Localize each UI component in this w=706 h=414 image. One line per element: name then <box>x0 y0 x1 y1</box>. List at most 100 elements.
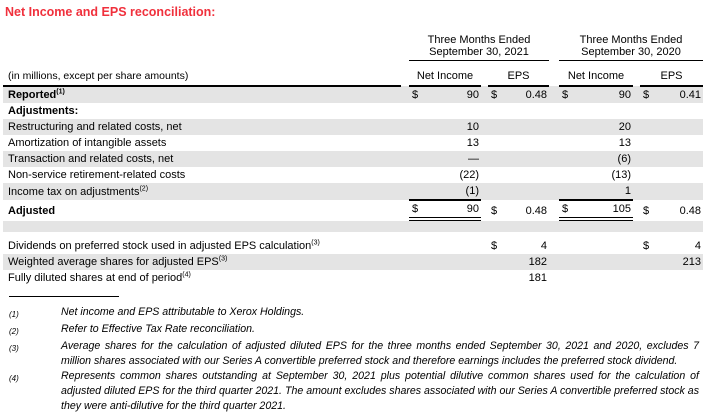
spacer-cell <box>549 70 559 86</box>
value-cell: 0.48 <box>679 204 701 217</box>
group-header-2020: Three Months Ended September 30, 2020 <box>559 34 703 61</box>
row-restructuring: Restructuring and related costs, net 10 … <box>3 118 703 135</box>
spacer-cell <box>401 103 703 119</box>
value-cell <box>575 253 633 270</box>
currency-cell <box>559 238 575 254</box>
footnote-ref: (3) <box>311 238 320 246</box>
row-label: Income tax on adjustments(2) <box>3 182 401 200</box>
value-cell <box>504 135 549 151</box>
group-header-2021-line2: September 30, 2021 <box>429 46 529 58</box>
spacer-cell <box>633 182 640 200</box>
page-title: Net Income and EPS reconciliation: <box>5 5 216 19</box>
value-cell <box>425 238 481 254</box>
spacer-cell <box>401 118 409 135</box>
currency-cell <box>559 253 575 270</box>
value-cell: 20 <box>575 118 633 135</box>
row-amortization: Amortization of intangible assets 13 13 <box>3 135 703 151</box>
row-label: Transaction and related costs, net <box>3 150 401 167</box>
currency-cell <box>409 167 425 183</box>
spacer-cell <box>481 270 488 286</box>
currency-cell <box>488 118 504 135</box>
value-cell: (6) <box>575 150 633 167</box>
currency-cell <box>559 135 575 151</box>
spacer-cell <box>481 150 488 167</box>
spacer-cell <box>549 118 559 135</box>
row-label: Amortization of intangible assets <box>8 136 167 149</box>
group-header-2020-line2: September 30, 2020 <box>581 46 681 58</box>
row-label: Reported(1) <box>3 85 401 103</box>
row-transaction: Transaction and related costs, net — (6) <box>3 150 703 167</box>
currency-cell <box>488 182 504 200</box>
spacer-cell <box>401 167 409 183</box>
value-cell: (22) <box>459 168 479 181</box>
currency-cell <box>488 150 504 167</box>
value-cell: 181 <box>528 271 547 284</box>
spacer-cell <box>549 135 559 151</box>
currency-cell <box>640 167 656 183</box>
spacer-cell <box>481 253 488 270</box>
units-note: (in millions, except per share amounts) <box>3 69 401 87</box>
currency-cell <box>488 135 504 151</box>
value-cell: 13 <box>618 136 631 149</box>
currency-cell <box>409 238 425 254</box>
spacer-cell <box>633 135 640 151</box>
spacer-cell <box>549 238 559 254</box>
col-header-net-income-2020: Net Income <box>559 69 633 87</box>
spacer-cell <box>481 238 488 254</box>
currency-cell: $ <box>409 85 425 103</box>
footnote-ref: (4) <box>182 270 191 278</box>
value-cell <box>425 253 481 270</box>
row-blank <box>3 218 703 232</box>
group-header-row: Three Months Ended September 30, 2021 Th… <box>3 34 703 61</box>
spacer-cell <box>3 61 703 70</box>
footnotes-section: (1) Net income and EPS attributable to X… <box>9 305 703 414</box>
spacer-cell <box>401 150 409 167</box>
currency-cell <box>640 253 656 270</box>
group-header-2021: Three Months Ended September 30, 2021 <box>409 34 549 61</box>
currency-cell <box>640 135 656 151</box>
reconciliation-table: Three Months Ended September 30, 2021 Th… <box>3 34 703 286</box>
row-non-service: Non-service retirement-related costs (22… <box>3 167 703 183</box>
spacer-cell <box>481 182 488 200</box>
currency-cell <box>488 270 504 286</box>
row-label: Restructuring and related costs, net <box>3 118 401 135</box>
spacer-cell <box>549 182 559 200</box>
col-header-eps-2020: EPS <box>640 69 703 87</box>
footnote-text: Refer to Effective Tax Rate reconciliati… <box>61 322 255 335</box>
spacer-cell <box>481 135 488 151</box>
value-cell: 4 <box>540 239 547 252</box>
spacer-cell <box>549 253 559 270</box>
value-cell <box>504 118 549 135</box>
spacer-cell <box>549 150 559 167</box>
value-cell <box>656 135 703 151</box>
currency-cell: $ <box>640 85 656 103</box>
footnote-ref: (2) <box>139 184 149 192</box>
currency-cell <box>559 118 575 135</box>
currency-cell <box>488 167 504 183</box>
row-adjustments-heading: Adjustments: <box>3 103 703 119</box>
value-cell: 90 <box>575 85 633 103</box>
footnote-marker: (1) <box>9 309 19 319</box>
row-label: Adjusted <box>8 204 56 217</box>
footnote-4: (4) Represents common shares outstanding… <box>9 369 703 414</box>
spacer-cell <box>633 85 640 103</box>
row-dividends: Dividends on preferred stock used in adj… <box>3 238 703 254</box>
currency-cell: $ <box>643 204 650 217</box>
currency-cell <box>409 253 425 270</box>
value-cell <box>656 270 703 286</box>
value-cell <box>656 150 703 167</box>
value-cell: (1) <box>425 182 481 201</box>
currency-cell <box>559 167 575 183</box>
currency-cell <box>409 135 425 151</box>
row-label: Adjustments: <box>8 104 79 117</box>
group-header-2021-line1: Three Months Ended <box>427 34 531 46</box>
spacer-cell <box>633 253 640 270</box>
currency-cell <box>488 253 504 270</box>
spacer-cell <box>481 70 488 86</box>
spacer-cell <box>401 238 409 254</box>
spacer-cell <box>549 85 559 103</box>
spacer-cell <box>481 200 488 219</box>
value-cell <box>656 182 703 200</box>
value-cell: 0.41 <box>656 85 703 103</box>
